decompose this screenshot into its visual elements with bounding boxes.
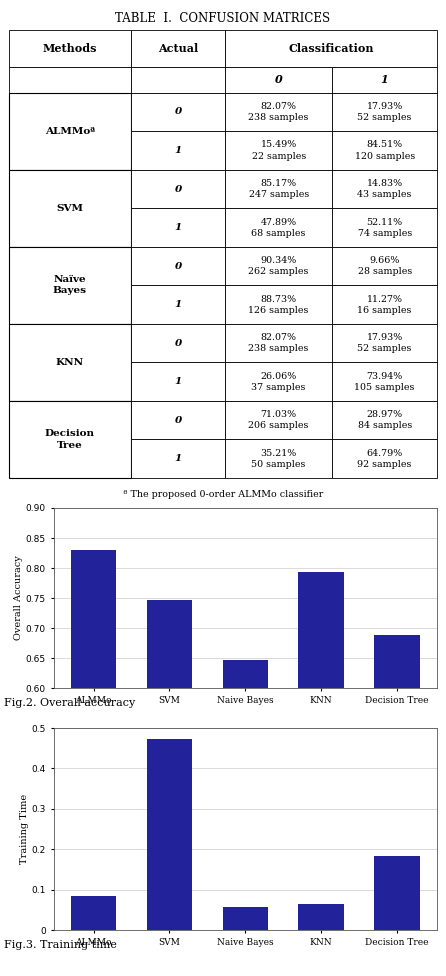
Text: ALMMoª: ALMMoª xyxy=(45,127,95,136)
Bar xyxy=(9,93,131,170)
Bar xyxy=(71,897,116,930)
Bar xyxy=(332,439,437,478)
Text: 1: 1 xyxy=(174,454,182,464)
Text: 0: 0 xyxy=(275,74,282,85)
Text: 0: 0 xyxy=(174,184,182,193)
Bar xyxy=(131,285,225,324)
Bar xyxy=(223,660,268,976)
Text: 1: 1 xyxy=(174,224,182,232)
Bar xyxy=(225,170,332,208)
Bar xyxy=(332,170,437,208)
Bar xyxy=(131,401,225,439)
Bar xyxy=(9,401,131,478)
Text: Decision
Tree: Decision Tree xyxy=(45,429,95,450)
Text: 1: 1 xyxy=(174,301,182,309)
Text: 47.89%
68 samples: 47.89% 68 samples xyxy=(252,218,306,237)
Bar xyxy=(225,30,437,66)
Bar xyxy=(225,401,332,439)
Bar xyxy=(71,549,116,976)
Text: ª The proposed 0-order ALMMo classifier: ª The proposed 0-order ALMMo classifier xyxy=(123,490,323,499)
Bar xyxy=(225,131,332,170)
Y-axis label: Training Time: Training Time xyxy=(20,793,29,864)
Bar xyxy=(9,247,131,324)
Bar xyxy=(131,66,225,93)
Text: Methods: Methods xyxy=(43,43,97,54)
Text: 1: 1 xyxy=(174,377,182,386)
Bar xyxy=(225,285,332,324)
Text: Classification: Classification xyxy=(289,43,374,54)
Text: Fig.2. Overall accuracy: Fig.2. Overall accuracy xyxy=(4,698,136,708)
Bar xyxy=(332,93,437,131)
Bar xyxy=(9,170,131,247)
Bar xyxy=(131,208,225,247)
Bar xyxy=(332,247,437,285)
Bar xyxy=(332,285,437,324)
Text: 11.27%
16 samples: 11.27% 16 samples xyxy=(357,295,412,314)
Bar xyxy=(332,131,437,170)
Bar xyxy=(332,208,437,247)
Bar xyxy=(332,362,437,401)
Bar xyxy=(223,907,268,930)
Bar xyxy=(9,66,131,93)
Bar xyxy=(374,856,420,930)
Bar xyxy=(131,362,225,401)
Bar xyxy=(147,739,192,930)
Text: 84.51%
120 samples: 84.51% 120 samples xyxy=(355,141,415,161)
Bar xyxy=(332,401,437,439)
Text: 73.94%
105 samples: 73.94% 105 samples xyxy=(355,372,415,391)
Text: 28.97%
84 samples: 28.97% 84 samples xyxy=(358,410,412,430)
Bar xyxy=(147,600,192,976)
Bar xyxy=(225,439,332,478)
Text: 0: 0 xyxy=(174,339,182,347)
Bar xyxy=(225,324,332,362)
Bar xyxy=(298,904,344,930)
Text: 17.93%
52 samples: 17.93% 52 samples xyxy=(357,102,412,122)
Text: KNN: KNN xyxy=(56,358,84,367)
Text: 0: 0 xyxy=(174,416,182,425)
Bar xyxy=(9,30,131,66)
Text: 82.07%
238 samples: 82.07% 238 samples xyxy=(248,102,309,122)
Y-axis label: Overall Accuracy: Overall Accuracy xyxy=(14,555,23,640)
Bar xyxy=(225,362,332,401)
Text: 88.73%
126 samples: 88.73% 126 samples xyxy=(248,295,309,314)
Text: 15.49%
22 samples: 15.49% 22 samples xyxy=(252,141,306,161)
Bar xyxy=(131,170,225,208)
Bar xyxy=(225,208,332,247)
Bar xyxy=(131,30,225,66)
Text: 90.34%
262 samples: 90.34% 262 samples xyxy=(248,256,309,276)
Text: 26.06%
37 samples: 26.06% 37 samples xyxy=(252,372,306,391)
Text: 82.07%
238 samples: 82.07% 238 samples xyxy=(248,333,309,353)
Text: TABLE  I.  CONFUSION MATRICES: TABLE I. CONFUSION MATRICES xyxy=(116,12,330,25)
Bar xyxy=(332,324,437,362)
Text: 52.11%
74 samples: 52.11% 74 samples xyxy=(358,218,412,237)
Bar xyxy=(332,66,437,93)
Text: Fig.3. Training time: Fig.3. Training time xyxy=(4,940,117,950)
Text: 64.79%
92 samples: 64.79% 92 samples xyxy=(357,449,412,468)
Text: 0: 0 xyxy=(174,107,182,116)
Bar xyxy=(131,439,225,478)
Text: Naïve
Bayes: Naïve Bayes xyxy=(53,275,87,296)
Text: 1: 1 xyxy=(381,74,388,85)
Bar xyxy=(298,572,344,976)
Bar xyxy=(131,324,225,362)
Text: 9.66%
28 samples: 9.66% 28 samples xyxy=(358,256,412,276)
Bar xyxy=(131,131,225,170)
Bar xyxy=(9,324,131,401)
Text: 14.83%
43 samples: 14.83% 43 samples xyxy=(357,179,412,199)
Text: 1: 1 xyxy=(174,146,182,155)
Bar xyxy=(374,634,420,976)
Bar xyxy=(131,247,225,285)
Bar xyxy=(131,93,225,131)
Bar xyxy=(225,66,332,93)
Text: 85.17%
247 samples: 85.17% 247 samples xyxy=(248,179,309,199)
Text: Actual: Actual xyxy=(158,43,198,54)
Text: SVM: SVM xyxy=(57,204,83,213)
Text: 0: 0 xyxy=(174,262,182,270)
Text: 17.93%
52 samples: 17.93% 52 samples xyxy=(357,333,412,353)
Text: 71.03%
206 samples: 71.03% 206 samples xyxy=(248,410,309,430)
Text: 35.21%
50 samples: 35.21% 50 samples xyxy=(252,449,306,468)
Bar xyxy=(225,247,332,285)
Bar xyxy=(225,93,332,131)
